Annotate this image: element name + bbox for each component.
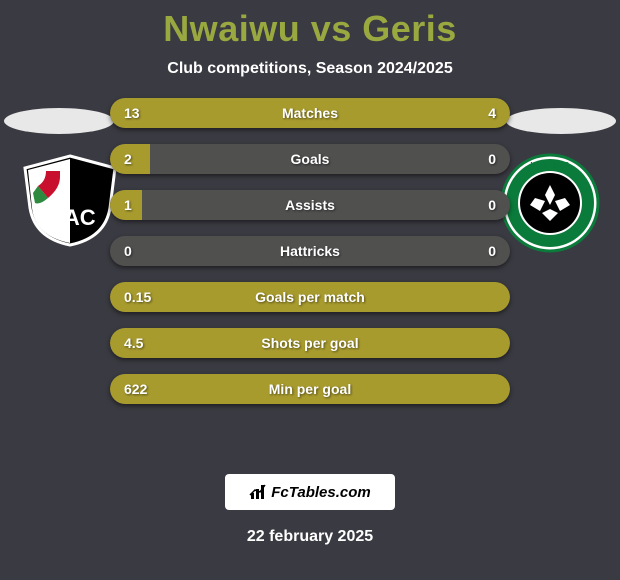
right-club-logo: WATTENS [500,153,600,248]
date-text: 22 february 2025 [0,528,620,546]
stat-bars: 134Matches 20Goals 10Assists 00Hattricks 0.1… [110,98,510,420]
page-title: Nwaiwu vs Geris [0,0,620,50]
stat-row: 10Assists [110,190,510,220]
stat-row: 0.15Goals per match [110,282,510,312]
stat-label: Shots per goal [110,328,510,358]
svg-text:WAC: WAC [44,205,95,230]
stat-row: 622Min per goal [110,374,510,404]
stat-row: 20Goals [110,144,510,174]
stat-label: Hattricks [110,236,510,266]
comparison-panel: WAC WATTENS 134Matches 20Goals 10Assists 00… [0,98,620,458]
player-left-portrait-placeholder [4,108,114,134]
svg-text:WATTENS: WATTENS [531,161,570,170]
stat-label: Goals [110,144,510,174]
brand-badge[interactable]: FcTables.com [225,474,395,510]
stat-row: 134Matches [110,98,510,128]
player-right-portrait-placeholder [506,108,616,134]
left-club-logo: WAC [20,153,120,248]
stat-label: Matches [110,98,510,128]
subtitle: Club competitions, Season 2024/2025 [0,60,620,78]
brand-text: FcTables.com [271,484,370,501]
stat-row: 4.5Shots per goal [110,328,510,358]
stat-row: 00Hattricks [110,236,510,266]
chart-icon [249,483,267,501]
stat-label: Assists [110,190,510,220]
stat-label: Min per goal [110,374,510,404]
stat-label: Goals per match [110,282,510,312]
